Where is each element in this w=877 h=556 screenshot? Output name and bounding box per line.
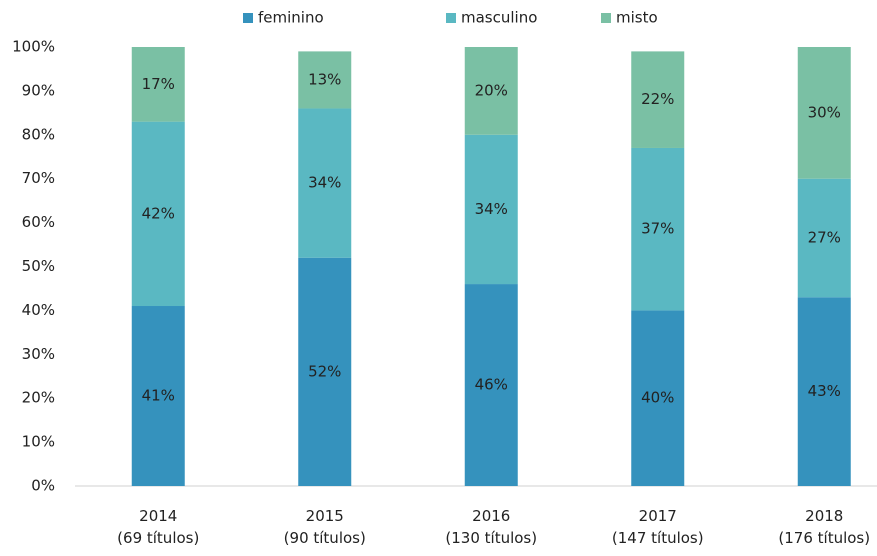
x-tick-line: (130 títulos): [445, 529, 537, 547]
data-label: 46%: [475, 376, 508, 394]
legend-label: feminino: [258, 9, 324, 27]
bar-segment: [464, 47, 518, 135]
y-tick-label: 50%: [22, 257, 55, 275]
data-label: 17%: [142, 75, 175, 93]
y-tick-label: 40%: [22, 301, 55, 319]
data-label: 40%: [641, 389, 674, 407]
bar-segment: [631, 147, 685, 311]
bar-segment: [131, 47, 185, 122]
x-tick-line: 2018: [805, 507, 843, 525]
bar-segment: [464, 284, 518, 486]
bar-segment: [298, 108, 352, 258]
x-tick-label: 2017 (147 títulos): [612, 507, 704, 547]
data-label: 52%: [308, 362, 341, 380]
data-label: 27%: [808, 228, 841, 246]
x-tick-line: 2017: [639, 507, 677, 525]
y-tick-label: 20%: [22, 389, 55, 407]
x-tick-line: 2014: [139, 507, 177, 525]
bar-segment: [131, 121, 185, 307]
y-tick-label: 90%: [22, 81, 55, 99]
x-tick-line: (147 títulos): [612, 529, 704, 547]
y-tick-label: 30%: [22, 345, 55, 363]
y-tick-label: 60%: [22, 213, 55, 231]
data-label: 34%: [475, 200, 508, 218]
x-tick-label: 2018 (176 títulos): [778, 507, 870, 547]
x-tick-line: (69 títulos): [117, 529, 199, 547]
legend-label: misto: [616, 9, 658, 27]
data-label: 41%: [142, 387, 175, 405]
y-tick-label: 80%: [22, 125, 55, 143]
data-label: 13%: [308, 70, 341, 88]
x-tick-label: 2016 (130 títulos): [445, 507, 537, 547]
legend-swatch: [601, 13, 611, 23]
data-label: 22%: [641, 90, 674, 108]
data-label: 37%: [641, 220, 674, 238]
y-tick-label: 10%: [22, 433, 55, 451]
bar-segment: [631, 310, 685, 486]
bar-segment: [797, 178, 851, 298]
bar-segment: [797, 47, 851, 179]
x-tick-line: 2016: [472, 507, 510, 525]
data-label: 43%: [808, 382, 841, 400]
data-label: 42%: [142, 204, 175, 222]
bar-segment: [464, 134, 518, 285]
bar-segment: [631, 51, 685, 148]
x-tick-label: 2014 (69 títulos): [117, 507, 199, 547]
bar-segment: [298, 257, 352, 486]
y-tick-label: 100%: [12, 38, 55, 56]
bar-segment: [298, 51, 352, 109]
legend-swatch: [243, 13, 253, 23]
data-label: 30%: [808, 103, 841, 121]
x-tick-line: (176 títulos): [778, 529, 870, 547]
x-tick-line: (90 títulos): [284, 529, 366, 547]
x-tick-line: 2015: [306, 507, 344, 525]
legend-label: masculino: [461, 9, 537, 27]
bar-segment: [797, 297, 851, 486]
data-label: 34%: [308, 174, 341, 192]
x-tick-label: 2015 (90 títulos): [284, 507, 366, 547]
y-tick-label: 0%: [31, 477, 55, 495]
bar-segment: [131, 306, 185, 486]
data-label: 20%: [475, 81, 508, 99]
legend-swatch: [446, 13, 456, 23]
y-tick-label: 70%: [22, 169, 55, 187]
